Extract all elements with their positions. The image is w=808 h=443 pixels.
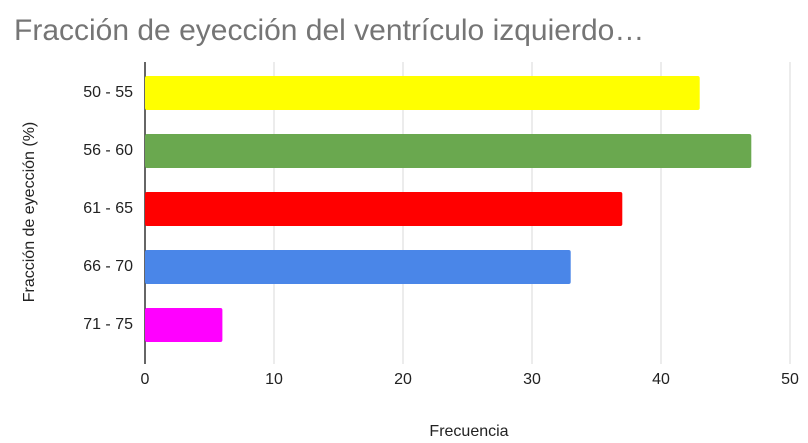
bar xyxy=(145,76,700,110)
y-tick-label: 71 - 75 xyxy=(83,316,133,333)
y-tick-label: 66 - 70 xyxy=(83,258,133,275)
x-tick-label: 50 xyxy=(781,371,799,388)
x-tick-label: 0 xyxy=(141,371,150,388)
bar xyxy=(145,134,752,168)
y-axis-label: Fracción de eyección (%) xyxy=(21,122,38,303)
bar xyxy=(145,192,623,226)
chart-title: Fracción de eyección del ventrículo izqu… xyxy=(14,14,644,47)
x-axis-label: Frecuencia xyxy=(429,423,508,440)
y-tick-label: 50 - 55 xyxy=(83,84,133,101)
x-tick-label: 10 xyxy=(265,371,283,388)
x-tick-label: 30 xyxy=(523,371,541,388)
bar xyxy=(145,250,571,284)
y-tick-label: 56 - 60 xyxy=(83,142,133,159)
x-tick-label: 40 xyxy=(652,371,670,388)
x-tick-label: 20 xyxy=(394,371,412,388)
y-tick-label: 61 - 65 xyxy=(83,200,133,217)
bar xyxy=(145,308,223,342)
